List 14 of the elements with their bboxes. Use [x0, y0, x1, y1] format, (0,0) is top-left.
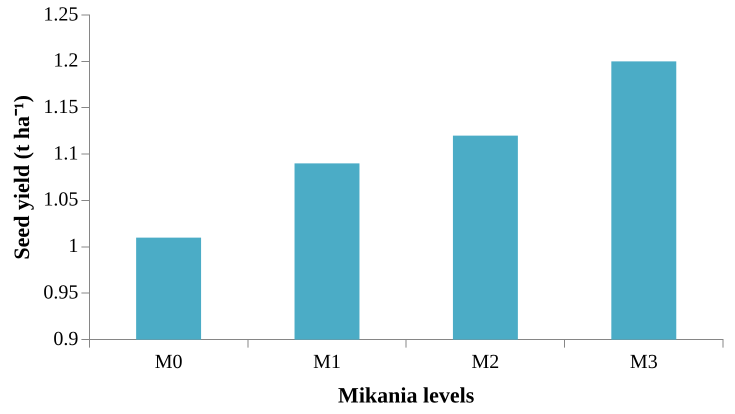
y-tick-label: 1	[68, 235, 78, 258]
y-tick-label: 0.9	[53, 328, 78, 350]
y-tick-label: 1.15	[43, 96, 78, 118]
x-tick-label: M1	[313, 350, 341, 373]
y-tick-label: 1.05	[43, 188, 78, 211]
x-tick-label: M3	[630, 350, 658, 373]
y-tick-label: 0.95	[43, 281, 78, 304]
y-tick-label: 1.1	[53, 142, 78, 164]
y-axis-title: Seed yield (t ha⁻¹)	[8, 95, 34, 260]
x-tick-label: M0	[154, 350, 182, 373]
y-tick-label: 1.25	[43, 3, 78, 26]
x-axis-title: Mikania levels	[338, 382, 475, 408]
y-tick-label: 1.2	[53, 50, 78, 72]
x-tick-label: M2	[472, 350, 500, 373]
